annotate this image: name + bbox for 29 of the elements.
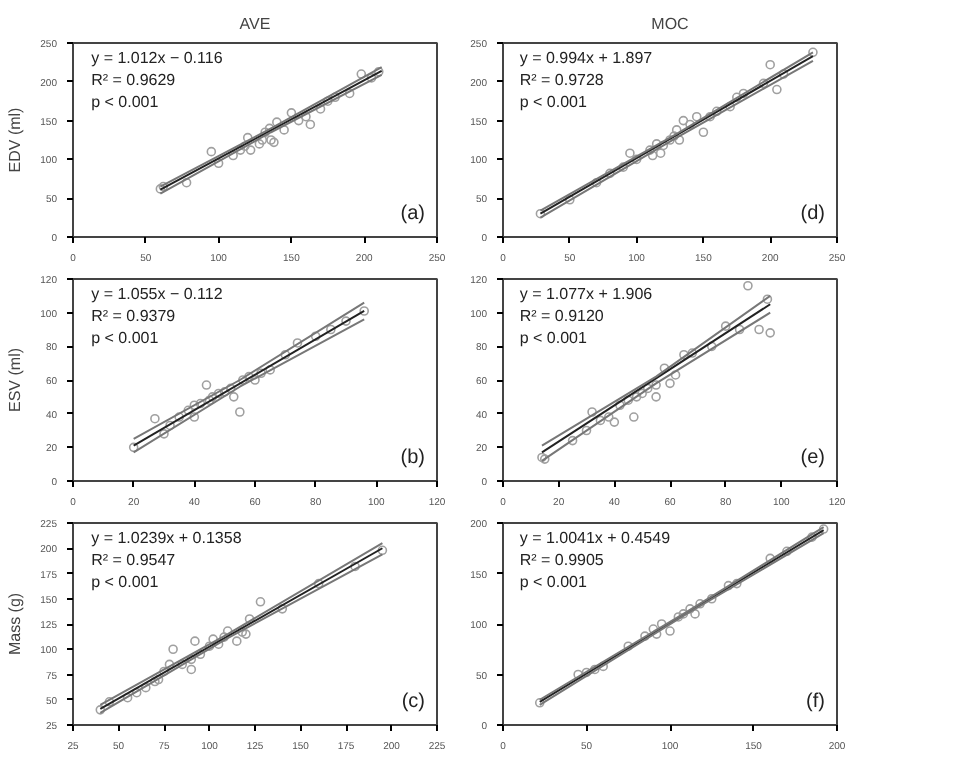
annotation: R² = 0.9728: [519, 71, 605, 89]
annotation: R² = 0.9120: [519, 307, 605, 325]
annotation: y = 1.0239x + 0.1358: [91, 529, 243, 547]
annotation: y = 1.077x + 1.906: [519, 285, 654, 303]
annotation: p < 0.001: [91, 93, 160, 111]
annotation: R² = 0.9379: [91, 307, 177, 325]
annotation: p < 0.001: [519, 573, 588, 591]
annotation: p < 0.001: [519, 93, 588, 111]
annotation: (f): [806, 691, 826, 713]
annotation: p < 0.001: [91, 573, 160, 591]
annotation: (d): [800, 203, 826, 225]
y-axis-title: Mass (g): [6, 592, 25, 656]
annotation: p < 0.001: [91, 329, 160, 347]
annotation: (c): [401, 691, 426, 713]
annotation: y = 1.012x − 0.116: [91, 49, 224, 67]
annotation: y = 1.055x − 0.112: [91, 285, 224, 303]
chart-title: AVE: [239, 15, 271, 33]
annotation: (b): [400, 447, 426, 469]
annotation: (e): [800, 447, 826, 469]
annotation: R² = 0.9629: [91, 71, 177, 89]
annotation: R² = 0.9547: [91, 551, 177, 569]
chart-title: MOC: [651, 15, 690, 33]
y-axis-title: ESV (ml): [6, 347, 25, 412]
annotation: y = 1.0041x + 0.4549: [519, 529, 672, 547]
y-axis-title: EDV (ml): [6, 106, 25, 173]
annotation: (a): [400, 203, 426, 225]
annotation: y = 0.994x + 1.897: [519, 49, 654, 67]
annotation: R² = 0.9905: [519, 551, 605, 569]
annotation: p < 0.001: [519, 329, 588, 347]
